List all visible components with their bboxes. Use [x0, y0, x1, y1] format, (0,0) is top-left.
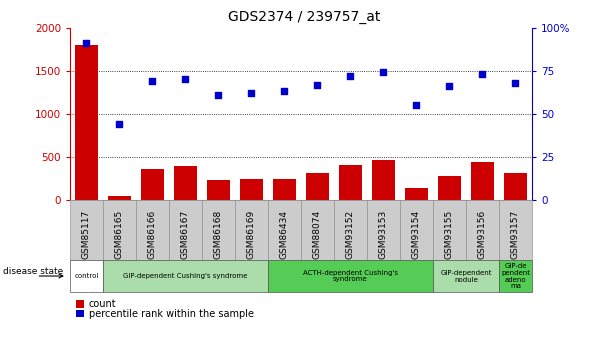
Bar	[339, 165, 362, 200]
Point	[247, 90, 257, 96]
Bar	[372, 159, 395, 200]
Bar	[504, 173, 527, 200]
Text: GSM93157: GSM93157	[511, 209, 520, 259]
Point	[181, 77, 190, 82]
Text: GSM88074: GSM88074	[313, 210, 322, 259]
Bar	[273, 179, 296, 200]
Bar	[141, 169, 164, 200]
Text: GIP-de
pendent
adeno
ma: GIP-de pendent adeno ma	[501, 263, 530, 289]
Point	[412, 102, 421, 108]
Text: GSM86169: GSM86169	[247, 209, 256, 259]
Text: GIP-dependent
nodule: GIP-dependent nodule	[440, 269, 492, 283]
Point	[478, 71, 488, 77]
Text: percentile rank within the sample: percentile rank within the sample	[89, 309, 254, 318]
Text: GSM86166: GSM86166	[148, 209, 157, 259]
Bar	[306, 173, 329, 200]
Point	[379, 70, 389, 75]
Text: GSM86165: GSM86165	[115, 209, 124, 259]
Bar	[174, 167, 197, 200]
Text: disease state: disease state	[3, 267, 63, 276]
Text: GSM93156: GSM93156	[478, 209, 487, 259]
Point	[114, 121, 124, 127]
Text: GSM86167: GSM86167	[181, 209, 190, 259]
Point	[313, 82, 322, 87]
Text: GSM93155: GSM93155	[445, 209, 454, 259]
Text: GSM93154: GSM93154	[412, 210, 421, 259]
Bar	[108, 196, 131, 200]
Point	[81, 40, 91, 46]
Bar	[471, 162, 494, 200]
Bar	[240, 179, 263, 200]
Text: GIP-dependent Cushing's syndrome: GIP-dependent Cushing's syndrome	[123, 273, 247, 279]
Bar	[75, 45, 98, 200]
Point	[511, 80, 520, 86]
Point	[280, 89, 289, 94]
Text: GSM86168: GSM86168	[214, 209, 223, 259]
Point	[444, 83, 454, 89]
Text: GSM93152: GSM93152	[346, 210, 355, 259]
Point	[213, 92, 223, 98]
Text: GDS2374 / 239757_at: GDS2374 / 239757_at	[228, 10, 380, 24]
Point	[148, 78, 157, 84]
Bar	[438, 176, 461, 200]
Text: GSM85117: GSM85117	[82, 209, 91, 259]
Text: control: control	[74, 273, 98, 279]
Text: count: count	[89, 299, 116, 309]
Text: GSM86434: GSM86434	[280, 210, 289, 259]
Text: ACTH-dependent Cushing's
syndrome: ACTH-dependent Cushing's syndrome	[303, 269, 398, 283]
Bar	[207, 180, 230, 200]
Bar	[405, 188, 428, 200]
Point	[345, 73, 355, 79]
Text: GSM93153: GSM93153	[379, 209, 388, 259]
